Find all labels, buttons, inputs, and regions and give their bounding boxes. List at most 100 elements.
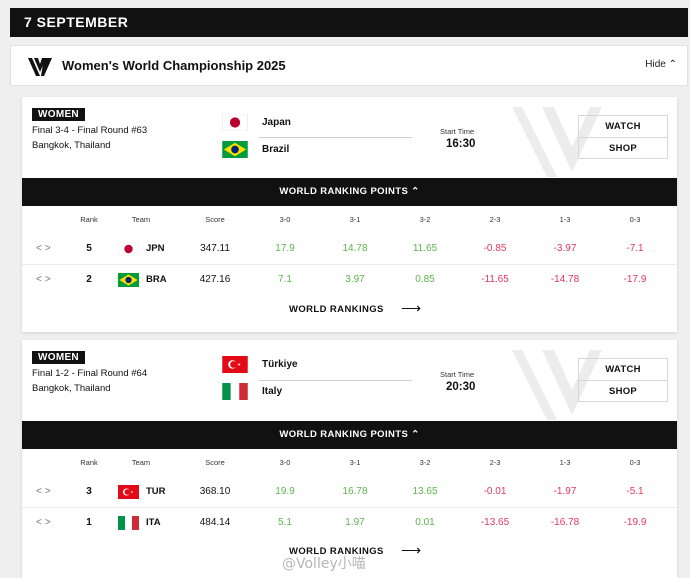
- team-code: JPN: [146, 243, 165, 254]
- arrow-right-icon[interactable]: ⟶: [401, 300, 422, 316]
- start-time: 16:30: [446, 138, 476, 150]
- rank-value: 5: [86, 243, 92, 254]
- points-value: -19.9: [623, 517, 647, 528]
- table-row: <> 1 ITA 484.14 5.1 1.97 0.01 -13.65 -16…: [22, 508, 677, 539]
- world-rankings-link[interactable]: WORLD RANKINGS: [289, 546, 384, 557]
- japan-flag-icon: [222, 114, 248, 131]
- category-badge: WOMEN: [32, 108, 85, 121]
- rank-value: 1: [86, 517, 92, 528]
- brazil-flag-icon: [118, 273, 139, 287]
- italy-flag-icon: [222, 383, 248, 400]
- world-ranking-points-toggle[interactable]: WORLD RANKING POINTS ⌃: [22, 421, 677, 449]
- points-value: -14.78: [550, 274, 580, 285]
- points-value: -0.85: [483, 243, 507, 254]
- points-value: 16.78: [342, 486, 368, 497]
- watch-button[interactable]: WATCH: [605, 121, 641, 132]
- watermark-logo-icon: [512, 107, 602, 177]
- column-header: Team: [131, 458, 151, 467]
- turkey-flag-icon: [118, 485, 139, 499]
- compare-arrows-icon[interactable]: <>: [36, 243, 54, 254]
- team-a[interactable]: Japan: [222, 112, 412, 134]
- japan-flag-icon: [118, 242, 139, 256]
- shop-button[interactable]: SHOP: [579, 380, 667, 401]
- match-card: WOMEN Final 1-2 - Final Round #64 Bangko…: [22, 340, 677, 578]
- turkey-flag-icon: [222, 356, 248, 373]
- points-value: -11.65: [481, 274, 509, 285]
- score-value: 427.16: [199, 274, 231, 285]
- column-header: 1-3: [559, 215, 571, 224]
- points-value: 0.85: [415, 274, 435, 285]
- venue-label: Bangkok, Thailand: [32, 140, 111, 151]
- column-header: 3-2: [419, 458, 431, 467]
- competition-title: Women's World Championship 2025: [62, 58, 286, 73]
- table-row: <> 5 JPN 347.11 17.9 14.78 11.65 -0.85 -…: [22, 234, 677, 265]
- points-value: -1.97: [553, 486, 577, 497]
- column-header: 3-1: [349, 458, 361, 467]
- points-value: -0.01: [483, 486, 507, 497]
- match-actions: WATCH SHOP: [578, 115, 668, 159]
- team-b[interactable]: Italy: [222, 381, 412, 403]
- rank-value: 2: [86, 274, 92, 285]
- column-header: Rank: [80, 215, 98, 224]
- points-value: -16.78: [550, 517, 580, 528]
- vnl-logo-icon: [28, 58, 52, 76]
- points-value: 1.97: [345, 517, 365, 528]
- date-bar: 7 SEPTEMBER: [10, 8, 688, 37]
- points-value: -13.65: [480, 517, 510, 528]
- column-header: 3-2: [419, 215, 431, 224]
- team-name: Türkiye: [262, 359, 298, 370]
- compare-arrows-icon[interactable]: <>: [36, 274, 54, 285]
- points-value: 0.01: [415, 517, 435, 528]
- points-value: 14.78: [342, 243, 368, 254]
- world-ranking-points-toggle[interactable]: WORLD RANKING POINTS ⌃: [22, 178, 677, 206]
- chevron-up-icon: ⌃: [411, 186, 420, 197]
- column-header: 1-3: [559, 458, 571, 467]
- score-value: 347.11: [200, 243, 230, 254]
- points-value: 19.9: [275, 486, 295, 497]
- column-header: Score: [205, 458, 225, 467]
- watermark-text: @Volley小喵: [282, 556, 366, 572]
- column-header: 3-0: [279, 458, 291, 467]
- venue-label: Bangkok, Thailand: [32, 383, 111, 394]
- divider: [259, 380, 412, 381]
- hide-button[interactable]: Hide ⌃: [645, 59, 677, 70]
- column-header: 0-3: [629, 215, 641, 224]
- round-label: Final 1-2 - Final Round #64: [32, 368, 148, 379]
- points-value: -5.1: [626, 486, 644, 497]
- round-label: Final 3-4 - Final Round #63: [32, 125, 148, 136]
- team-name: Italy: [262, 386, 283, 397]
- date-label: 7 SEPTEMBER: [24, 14, 129, 30]
- column-header: 3-1: [349, 215, 361, 224]
- team-code: BRA: [146, 274, 167, 285]
- team-b[interactable]: Brazil: [222, 139, 412, 161]
- team-name: Japan: [262, 117, 291, 128]
- points-value: 3.97: [345, 274, 365, 285]
- points-value: -17.9: [623, 274, 647, 285]
- watch-button[interactable]: WATCH: [605, 364, 641, 375]
- rank-value: 3: [86, 486, 92, 497]
- brazil-flag-icon: [222, 141, 248, 158]
- compare-arrows-icon[interactable]: <>: [36, 486, 54, 497]
- divider: [259, 137, 412, 138]
- competition-header: Women's World Championship 2025 Hide ⌃: [10, 45, 688, 86]
- match-actions: WATCH SHOP: [578, 358, 668, 402]
- start-time-label: Start Time: [440, 370, 475, 379]
- start-time: 20:30: [446, 381, 476, 393]
- compare-arrows-icon[interactable]: <>: [36, 517, 54, 528]
- arrow-right-icon[interactable]: ⟶: [401, 542, 422, 558]
- team-a[interactable]: Türkiye: [222, 354, 412, 376]
- watermark-logo-icon: [512, 350, 602, 420]
- shop-button[interactable]: SHOP: [579, 137, 667, 158]
- start-time-label: Start Time: [440, 127, 475, 136]
- points-value: 11.65: [412, 243, 438, 254]
- table-row: <> 2 BRA 427.16 7.1 3.97 0.85 -11.65 -14…: [22, 265, 677, 296]
- points-value: 7.1: [278, 274, 292, 285]
- points-value: 13.65: [412, 486, 438, 497]
- chevron-up-icon: ⌃: [668, 59, 677, 70]
- column-header: 0-3: [629, 458, 641, 467]
- column-header: Rank: [80, 458, 98, 467]
- world-rankings-link[interactable]: WORLD RANKINGS: [289, 304, 384, 315]
- team-name: Brazil: [262, 144, 290, 155]
- points-value: 17.9: [275, 243, 295, 254]
- italy-flag-icon: [118, 516, 139, 530]
